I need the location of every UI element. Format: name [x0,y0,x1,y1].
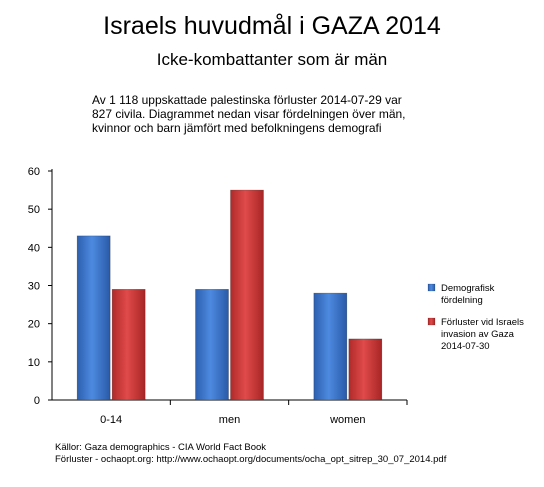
x-category-label: women [329,414,365,426]
y-tick-label: 60 [28,166,40,178]
chart-description: Av 1 118 uppskattade palestinska förlust… [92,93,406,135]
sources-line-1: Källor: Gaza demographics - CIA World Fa… [55,442,267,453]
legend-label-series-2: 2014-07-30 [441,341,490,352]
bar-women-series-2 [348,338,383,401]
bar-0-14-series-1 [76,235,111,401]
bar-women-series-1 [313,292,348,401]
y-tick-label: 40 [28,242,40,254]
legend-label-series-2: invasion av Gaza [441,329,515,340]
bar-men-series-2 [230,189,264,401]
y-axis-ticks: 0 10 20 30 40 50 60 [28,166,52,407]
x-category-label: men [219,414,240,426]
sources-note: Källor: Gaza demographics - CIA World Fa… [55,442,535,466]
y-tick-label: 30 [28,281,40,293]
y-tick-label: 20 [28,319,40,331]
legend-swatch-series-2 [427,317,436,326]
legend-label-series-2: Förluster vid Israels [441,317,524,328]
legend-label-series-1: Demografisk [441,283,495,294]
chart-subtitle: Icke-kombattanter som är män [156,50,388,69]
bar-men-series-1 [195,289,229,401]
y-tick-label: 10 [28,357,40,369]
bar-0-14-series-2 [111,289,146,401]
legend-swatch-series-1 [427,283,436,292]
y-tick-label: 0 [34,395,40,407]
chart-bars [76,189,383,401]
x-category-label: 0-14 [100,414,122,426]
y-tick-label: 50 [28,204,40,216]
sources-line-2: Förluster - ochaopt.org: http://www.ocha… [55,454,447,465]
x-axis-categories: 0-14 men women [100,414,365,426]
chart-title: Israels huvudmål i GAZA 2014 [103,12,441,40]
legend-label-series-1: fördelning [441,295,483,306]
